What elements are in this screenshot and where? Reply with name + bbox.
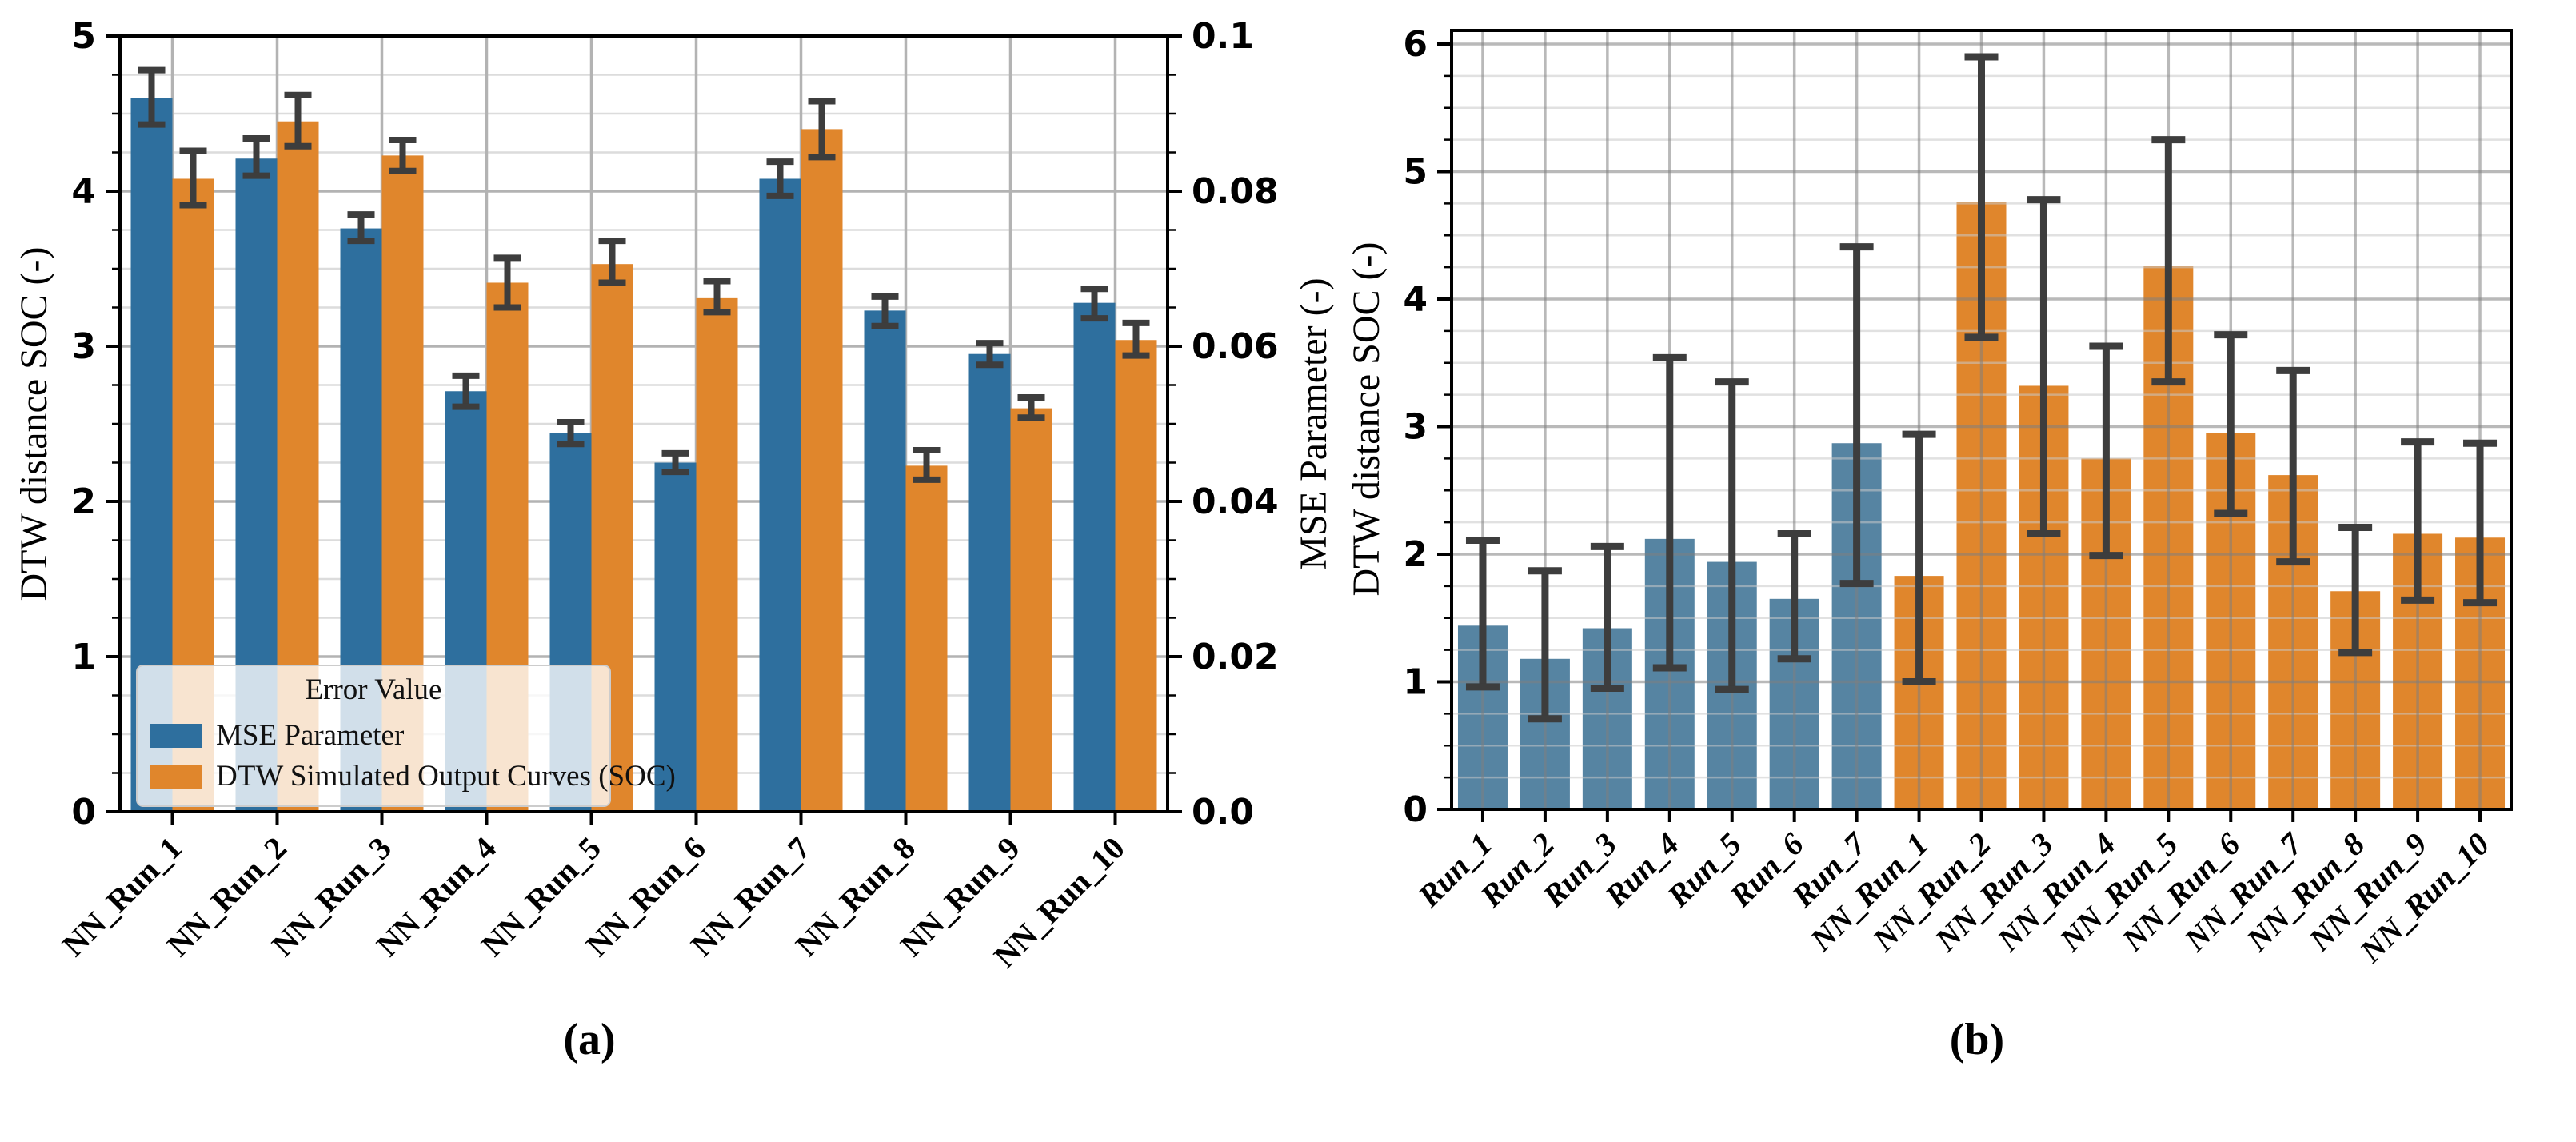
- bar: [1010, 408, 1052, 812]
- chart-b-left-axis-title: DTW distance SOC (-): [1344, 242, 1388, 597]
- caption-b: (b): [1949, 1015, 2005, 1064]
- chart-b: 0123456Run_1Run_2Run_3Run_4Run_5Run_6Run…: [1403, 24, 2513, 970]
- legend-label-mse-parameter: MSE Parameter: [216, 719, 405, 752]
- tick-label: 1: [71, 637, 96, 677]
- legend-label-dtw-soc: DTW Simulated Output Curves (SOC): [216, 760, 676, 793]
- tick-label: 0.0: [1192, 792, 1254, 833]
- chart-a-axes: [106, 34, 1182, 825]
- bar: [968, 353, 1011, 812]
- tick-label: 0.1: [1192, 16, 1254, 57]
- caption-a: (a): [563, 1015, 616, 1064]
- chart-a-right-axis-title: MSE Parameter (-): [1292, 278, 1335, 570]
- tick-label: 5: [1403, 152, 1428, 193]
- chart-a: 0123450.00.020.040.060.080.1NN_Run_1NN_R…: [55, 16, 1279, 975]
- tick-label: 0: [1403, 789, 1428, 830]
- bar: [654, 462, 697, 812]
- bar: [905, 465, 948, 812]
- legend-item-dtw: DTW Simulated Output Curves (SOC): [150, 759, 676, 793]
- chart-b-tick-labels: 0123456Run_1Run_2Run_3Run_4Run_5Run_6Run…: [1403, 24, 2496, 970]
- tick-label: 2: [71, 481, 96, 522]
- tick-label: 0.06: [1192, 326, 1279, 367]
- bar: [864, 310, 906, 812]
- legend-title: Error Value: [305, 673, 442, 706]
- tick-label: 5: [71, 16, 96, 57]
- tick-label: 6: [1403, 24, 1428, 65]
- tick-label: 0.04: [1192, 481, 1279, 522]
- tick-label: 0: [71, 792, 96, 833]
- chart-b-error-bars: [1465, 53, 2498, 723]
- legend-swatch-dtw-soc: [150, 764, 202, 789]
- tick-label: 0.02: [1192, 637, 1279, 677]
- tick-label: 4: [1403, 279, 1428, 320]
- tick-label: 3: [71, 326, 96, 367]
- chart-a-error-bars: [138, 66, 1150, 483]
- tick-label: 1: [1403, 662, 1428, 703]
- bar: [696, 297, 738, 812]
- bar: [801, 129, 843, 812]
- chart-b-axes: [1437, 29, 2513, 822]
- bar: [1115, 340, 1157, 812]
- tick-label: 3: [1403, 407, 1428, 448]
- legend-swatch-mse-parameter: [150, 723, 202, 748]
- tick-label: 4: [71, 171, 96, 212]
- bar: [759, 178, 801, 813]
- chart-a-left-axis-title: DTW distance SOC (-): [12, 246, 55, 601]
- legend: Error Value MSE Parameter DTW Simulated …: [136, 665, 676, 807]
- tick-label: 0.08: [1192, 171, 1279, 212]
- legend-item-mse: MSE Parameter: [150, 718, 597, 753]
- tick-label: 2: [1403, 534, 1428, 575]
- bar: [1073, 302, 1116, 812]
